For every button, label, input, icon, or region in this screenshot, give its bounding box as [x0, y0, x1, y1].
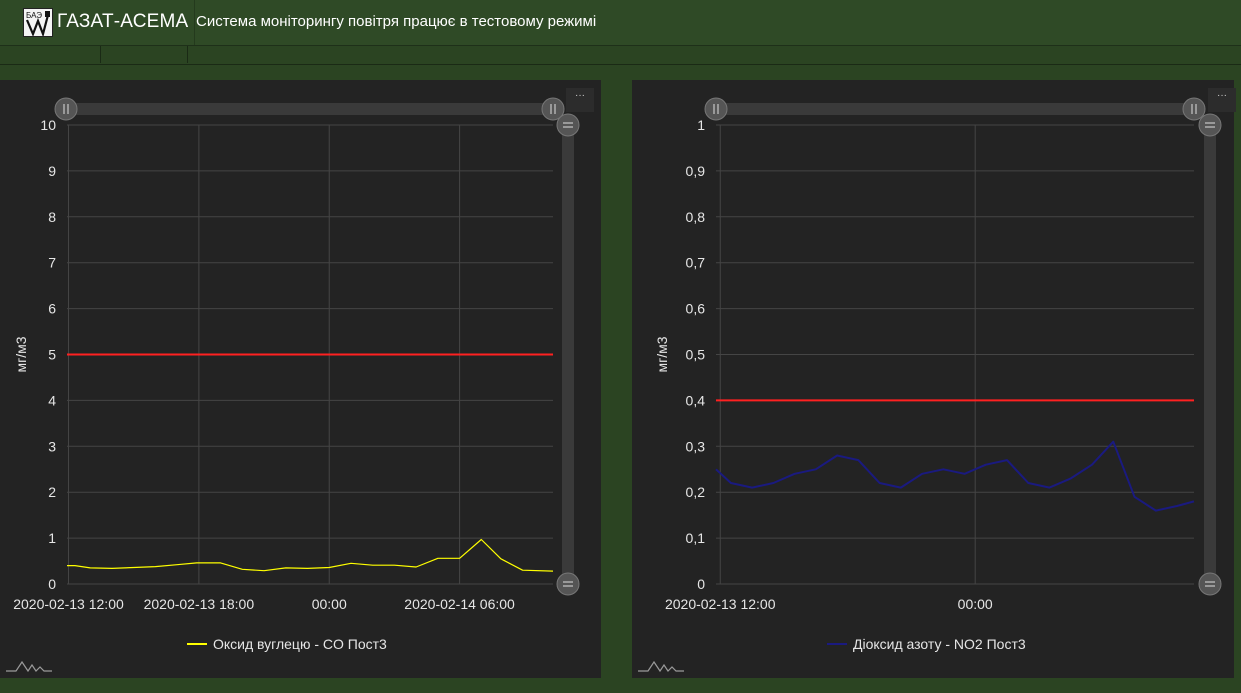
- chart-legend[interactable]: Діоксид азоту - NO2 Пост3: [827, 636, 1026, 652]
- chart-legend[interactable]: Оксид вуглецю - CO Пост3: [187, 636, 387, 652]
- series-line: [715, 440, 1195, 512]
- x-tick-label: 2020-02-13 18:00: [144, 596, 255, 612]
- chart-panel-no2: 0 0,1 0,2 0,3 0,4 0,5 0,6 0,7 0,8 0,9 1 2020-02-13 …: [632, 80, 1236, 678]
- y-tick-label: 0,1: [686, 530, 706, 546]
- tab-divider: [100, 46, 101, 63]
- x-tick-label: 00:00: [312, 596, 347, 612]
- vertical-slider-track[interactable]: [562, 125, 574, 585]
- co-chart: 0 1 2 3 4 5 6 7 8 9 10 2020-02-13 12:00 2020-02-13 1…: [13, 97, 580, 612]
- top-header: БАЭ ГАЗАТ-АСЕМА Система моніторингу пові…: [0, 0, 1241, 46]
- vertical-slider-top-handle[interactable]: [1198, 113, 1222, 137]
- tab-bar: [0, 46, 1241, 65]
- x-tick-label: 2020-02-14 06:00: [404, 596, 515, 612]
- y-tick-label: 5: [48, 347, 56, 363]
- y-axis-label: мг/м3: [13, 336, 29, 372]
- range-slider-track[interactable]: [66, 103, 553, 115]
- range-slider-right-handle[interactable]: [1182, 97, 1206, 121]
- y-tick-label: 9: [48, 163, 56, 179]
- range-slider-left-handle[interactable]: [54, 97, 78, 121]
- chart-menu-button[interactable]: ···: [566, 88, 594, 112]
- y-axis-label: мг/м3: [654, 336, 670, 372]
- x-tick-label: 2020-02-13 12:00: [665, 596, 776, 612]
- range-slider-track[interactable]: [716, 103, 1194, 115]
- x-tick-label: 2020-02-13 12:00: [13, 596, 124, 612]
- brand-name: ГАЗАТ-АСЕМА: [57, 11, 189, 32]
- y-tick-label: 0,4: [686, 392, 706, 408]
- y-tick-label: 7: [48, 255, 56, 271]
- no2-chart: 0 0,1 0,2 0,3 0,4 0,5 0,6 0,7 0,8 0,9 1 2020-02-13 …: [654, 97, 1222, 612]
- y-tick-label: 0,9: [686, 163, 706, 179]
- legend-label: Оксид вуглецю - CO Пост3: [213, 636, 387, 652]
- vertical-slider-bottom-handle[interactable]: [556, 572, 580, 596]
- svg-text:БАЭ: БАЭ: [26, 11, 42, 20]
- y-tick-label: 0: [697, 576, 705, 592]
- y-tick-label: 0,3: [686, 438, 706, 454]
- series-line: [67, 538, 554, 572]
- y-tick-label: 0,6: [686, 301, 706, 317]
- y-tick-label: 1: [697, 117, 705, 133]
- y-tick-label: 10: [40, 117, 56, 133]
- legend-label: Діоксид азоту - NO2 Пост3: [853, 636, 1026, 652]
- chart-panel-co: 0 1 2 3 4 5 6 7 8 9 10 2020-02-13 12:00 2020-02-13 1…: [0, 80, 601, 678]
- wave-icon: [6, 660, 52, 673]
- vertical-slider-bottom-handle[interactable]: [1198, 572, 1222, 596]
- range-slider-right-handle[interactable]: [541, 97, 565, 121]
- legend-swatch: [827, 643, 847, 646]
- vertical-slider-top-handle[interactable]: [556, 113, 580, 137]
- tab-divider: [187, 46, 188, 63]
- y-tick-label: 0,8: [686, 209, 706, 225]
- y-tick-label: 2: [48, 484, 56, 500]
- y-tick-label: 1: [48, 530, 56, 546]
- legend-swatch: [187, 643, 207, 646]
- y-tick-label: 8: [48, 209, 56, 225]
- y-tick-label: 0,2: [686, 484, 706, 500]
- y-tick-label: 4: [48, 392, 56, 408]
- gazat-logo-icon: БАЭ: [23, 8, 53, 37]
- y-tick-label: 0: [48, 576, 56, 592]
- chart-menu-button[interactable]: ···: [1208, 88, 1236, 112]
- y-tick-label: 0,5: [686, 347, 706, 363]
- y-tick-label: 6: [48, 301, 56, 317]
- brand-block[interactable]: БАЭ ГАЗАТ-АСЕМА: [0, 0, 195, 45]
- x-tick-label: 00:00: [958, 596, 993, 612]
- range-slider-left-handle[interactable]: [704, 97, 728, 121]
- wave-icon: [638, 660, 684, 673]
- status-message: Система моніторингу повітря працює в тес…: [196, 13, 597, 30]
- y-tick-label: 0,7: [686, 255, 706, 271]
- vertical-slider-track[interactable]: [1204, 125, 1216, 585]
- y-tick-label: 3: [48, 438, 56, 454]
